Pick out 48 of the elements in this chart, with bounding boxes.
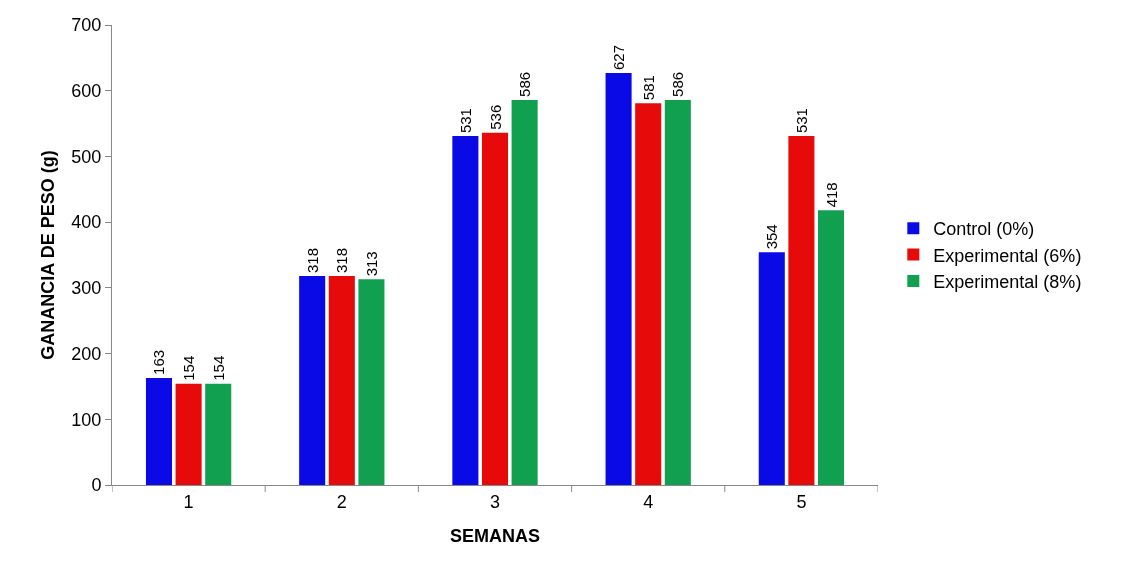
bar [788, 136, 815, 485]
data-label: 154 [209, 355, 227, 381]
bar [452, 136, 479, 485]
bar [511, 99, 538, 485]
x-tick-label: 2 [336, 491, 347, 512]
x-tick-label: 1 [183, 491, 194, 512]
legend-label: Experimental (8%) [933, 272, 1082, 293]
bar [145, 377, 173, 485]
data-label: 313 [362, 251, 380, 277]
y-axis-title: GANANCIA DE PESO (g) [37, 150, 58, 360]
y-tick-label: 500 [71, 146, 102, 167]
y-tick-label: 100 [71, 409, 102, 430]
x-tick-label: 5 [796, 491, 807, 512]
legend-label: Control (0%) [933, 219, 1035, 240]
bar [635, 103, 662, 485]
data-label: 586 [669, 71, 687, 97]
y-tick-label: 300 [71, 278, 102, 299]
x-tick-label: 3 [489, 491, 501, 512]
bar [358, 279, 385, 485]
y-tick-label: 700 [71, 15, 102, 36]
bar [605, 72, 632, 485]
data-label: 627 [610, 44, 628, 70]
data-label: 418 [822, 182, 840, 208]
data-label: 581 [639, 75, 657, 101]
data-label: 586 [516, 71, 534, 97]
bar [175, 383, 202, 485]
bar [481, 132, 509, 485]
data-label: 318 [333, 248, 351, 274]
data-label: 154 [180, 355, 198, 381]
y-tick-label: 0 [91, 475, 102, 496]
data-label: 318 [303, 248, 321, 274]
data-label: 531 [792, 108, 810, 134]
bar [205, 383, 232, 485]
data-label: 163 [150, 349, 168, 375]
bar [328, 276, 355, 485]
x-axis-title: SEMANAS [449, 525, 541, 546]
bar [299, 276, 326, 485]
bar [758, 252, 785, 485]
y-tick-label: 600 [71, 81, 102, 102]
legend-label: Experimental (6%) [933, 245, 1082, 266]
y-tick-label: 200 [71, 343, 102, 364]
bar [664, 99, 691, 485]
x-tick-label: 4 [643, 491, 654, 512]
y-tick-label: 400 [71, 212, 102, 233]
bar [817, 210, 845, 485]
data-label: 531 [456, 108, 474, 134]
data-label: 536 [486, 104, 504, 130]
data-label: 354 [763, 224, 781, 250]
